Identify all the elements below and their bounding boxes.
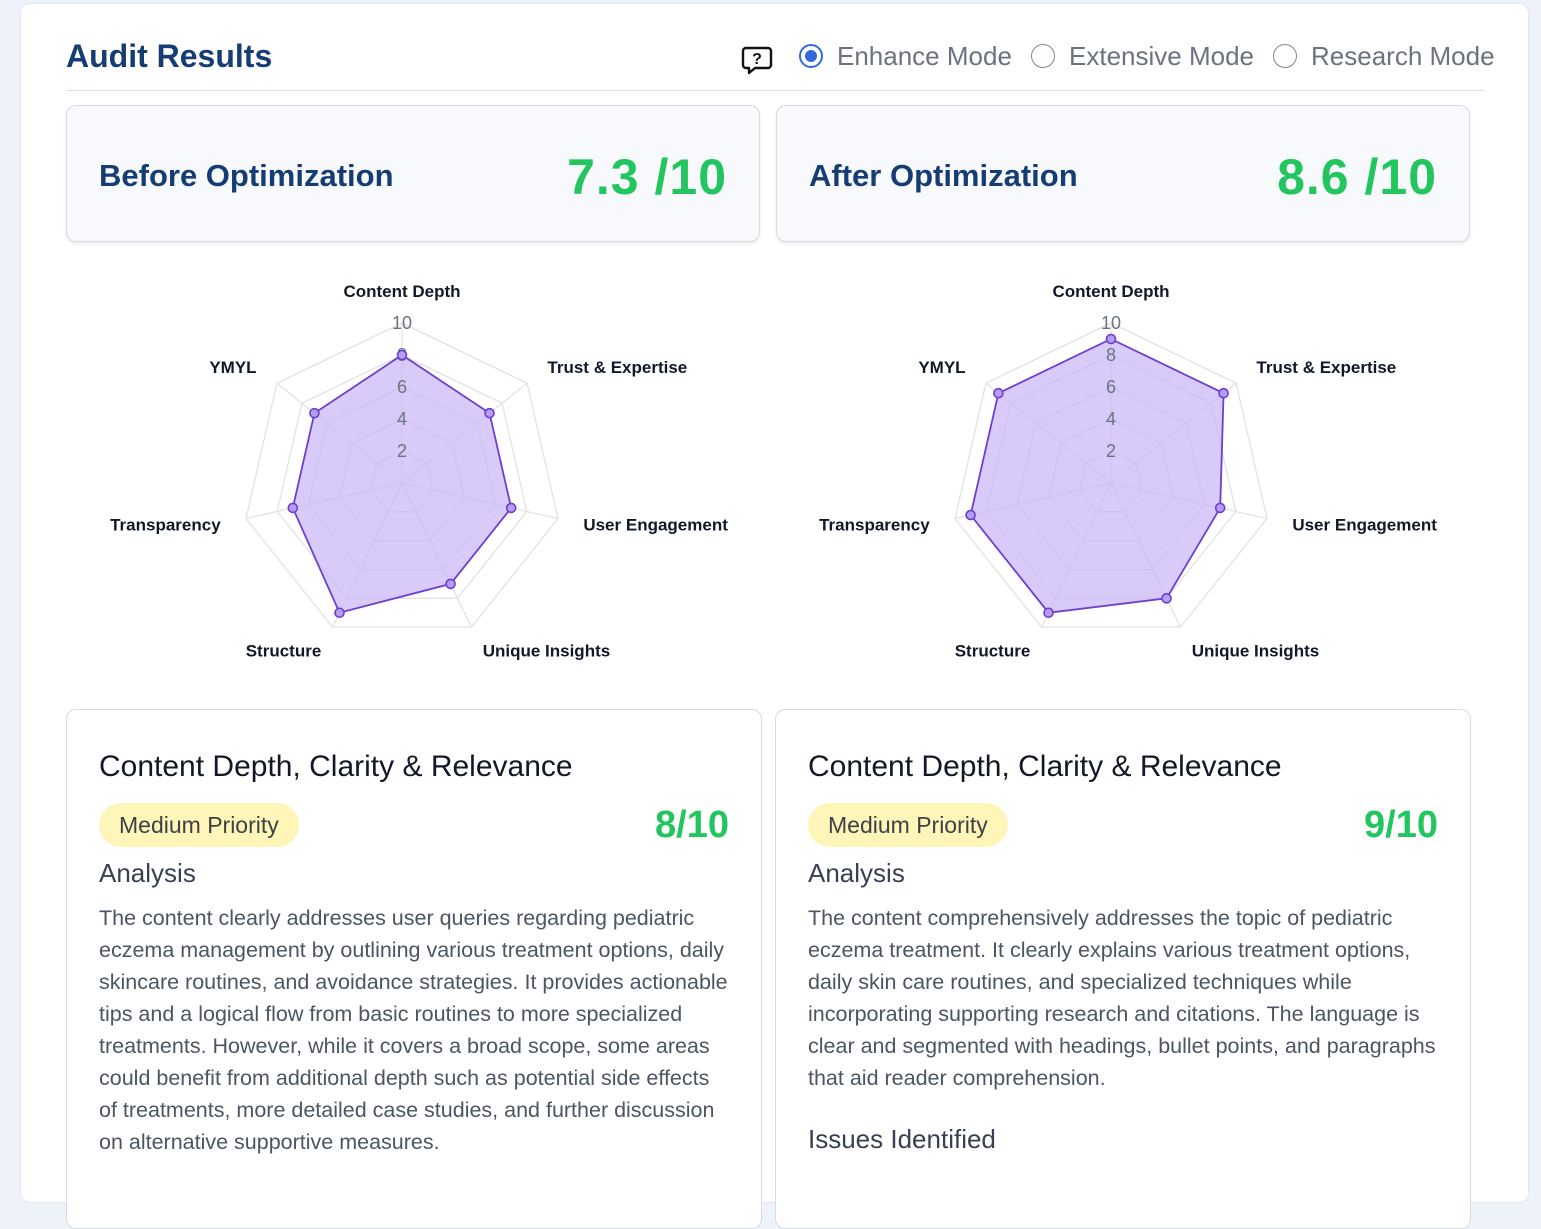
radar-point-structure bbox=[1043, 607, 1054, 619]
radar-axis-label-ymyl: YMYL bbox=[918, 358, 965, 377]
svg-text:?: ? bbox=[752, 51, 762, 68]
radar-axis-label-structure: Structure bbox=[246, 642, 322, 661]
before-optimization-score: 7.3 /10 bbox=[567, 149, 727, 205]
radar-point-user-engagement bbox=[1214, 502, 1226, 514]
radar-series-area bbox=[969, 338, 1225, 614]
before-detail-card: Content Depth, Clarity & Relevance Mediu… bbox=[66, 709, 762, 1229]
after-optimization-label: After Optimization bbox=[809, 158, 1078, 193]
after-radar-chart: 2 4 6 8 10 Content Depth Trust & Expertise User… bbox=[819, 282, 1437, 661]
radar-tick-label: 10 bbox=[392, 313, 412, 333]
criterion-score: 8/10 bbox=[655, 804, 729, 846]
radar-point-transparency bbox=[965, 509, 976, 521]
radar-axis-label-content-depth: Content Depth bbox=[1052, 282, 1169, 301]
help-question-icon[interactable]: ? bbox=[741, 44, 773, 76]
analysis-heading: Analysis bbox=[808, 858, 905, 888]
analysis-text: The content comprehensively addresses th… bbox=[808, 906, 1436, 1090]
radar-tick-label: 2 bbox=[397, 441, 407, 461]
radar-point-user-engagement bbox=[505, 502, 517, 514]
radar-point-unique-insights bbox=[1161, 593, 1172, 604]
after-optimization-score: 8.6 /10 bbox=[1277, 149, 1437, 205]
radar-axis-label-content-depth: Content Depth bbox=[343, 282, 460, 301]
radar-axis-label-transparency: Transparency bbox=[819, 515, 930, 534]
extensive-mode-label: Extensive Mode bbox=[1069, 40, 1254, 71]
radar-axis-label-user-engagement: User Engagement bbox=[1292, 515, 1437, 534]
radar-grid-ring bbox=[245, 322, 559, 628]
radar-axis-label-unique-insights: Unique Insights bbox=[1192, 642, 1320, 661]
radar-grid-ring bbox=[954, 322, 1268, 628]
enhance-mode-radio[interactable]: Enhance Mode bbox=[799, 38, 1012, 74]
page-title: Audit Results bbox=[66, 38, 273, 74]
radar-tick-label: 8 bbox=[1106, 345, 1116, 365]
radar-series-area bbox=[291, 353, 513, 614]
radar-point-ymyl bbox=[993, 387, 1004, 399]
analysis-heading: Analysis bbox=[99, 858, 196, 888]
radio-unchecked-icon[interactable] bbox=[1031, 44, 1055, 68]
research-mode-label: Research Mode bbox=[1311, 40, 1495, 71]
issues-heading: Issues Identified bbox=[808, 1124, 996, 1154]
radar-tick-label: 6 bbox=[397, 377, 407, 397]
radar-point-transparency bbox=[287, 502, 299, 514]
radar-point-trust-and-expertise bbox=[484, 407, 495, 419]
radar-axis-label-ymyl: YMYL bbox=[209, 358, 256, 377]
after-optimization-card: After Optimization 8.6 /10 bbox=[776, 105, 1470, 242]
before-optimization-card: Before Optimization 7.3 /10 bbox=[66, 105, 760, 242]
radar-axis-label-transparency: Transparency bbox=[110, 515, 221, 534]
before-optimization-label: Before Optimization bbox=[99, 158, 394, 193]
extensive-mode-radio[interactable]: Extensive Mode bbox=[1031, 38, 1254, 74]
criterion-title: Content Depth, Clarity & Relevance bbox=[808, 750, 1282, 783]
criterion-title: Content Depth, Clarity & Relevance bbox=[99, 750, 573, 783]
radar-axis-label-trust-and-expertise: Trust & Expertise bbox=[547, 358, 687, 377]
radar-axis-label-structure: Structure bbox=[955, 642, 1031, 661]
radar-tick-label: 6 bbox=[1106, 377, 1116, 397]
after-detail-card: Content Depth, Clarity & Relevance Mediu… bbox=[775, 709, 1471, 1229]
radar-tick-label: 10 bbox=[1101, 313, 1121, 333]
radio-checked-icon[interactable] bbox=[799, 44, 823, 68]
radar-point-content-depth bbox=[1105, 333, 1117, 345]
priority-badge: Medium Priority bbox=[99, 803, 299, 847]
radar-axis-label-trust-and-expertise: Trust & Expertise bbox=[1256, 358, 1396, 377]
radar-axis-label-user-engagement: User Engagement bbox=[583, 515, 728, 534]
radar-axis-label-unique-insights: Unique Insights bbox=[483, 642, 611, 661]
radar-point-unique-insights bbox=[445, 578, 456, 590]
research-mode-radio[interactable]: Research Mode bbox=[1273, 38, 1495, 74]
radio-unchecked-icon[interactable] bbox=[1273, 44, 1297, 68]
header-divider bbox=[66, 90, 1484, 91]
analysis-text: The content clearly addresses user queri… bbox=[99, 906, 728, 1154]
radar-grid-ring bbox=[276, 354, 528, 599]
radar-point-trust-and-expertise bbox=[1218, 387, 1229, 399]
radar-tick-label: 4 bbox=[1106, 409, 1116, 429]
radar-point-ymyl bbox=[309, 407, 320, 419]
criterion-score: 9/10 bbox=[1364, 804, 1438, 846]
radar-point-content-depth bbox=[396, 349, 408, 361]
radar-tick-label: 2 bbox=[1106, 441, 1116, 461]
radar-point-structure bbox=[334, 607, 345, 619]
radar-tick-label: 4 bbox=[397, 409, 407, 429]
enhance-mode-label: Enhance Mode bbox=[837, 40, 1012, 71]
priority-badge: Medium Priority bbox=[808, 803, 1008, 847]
